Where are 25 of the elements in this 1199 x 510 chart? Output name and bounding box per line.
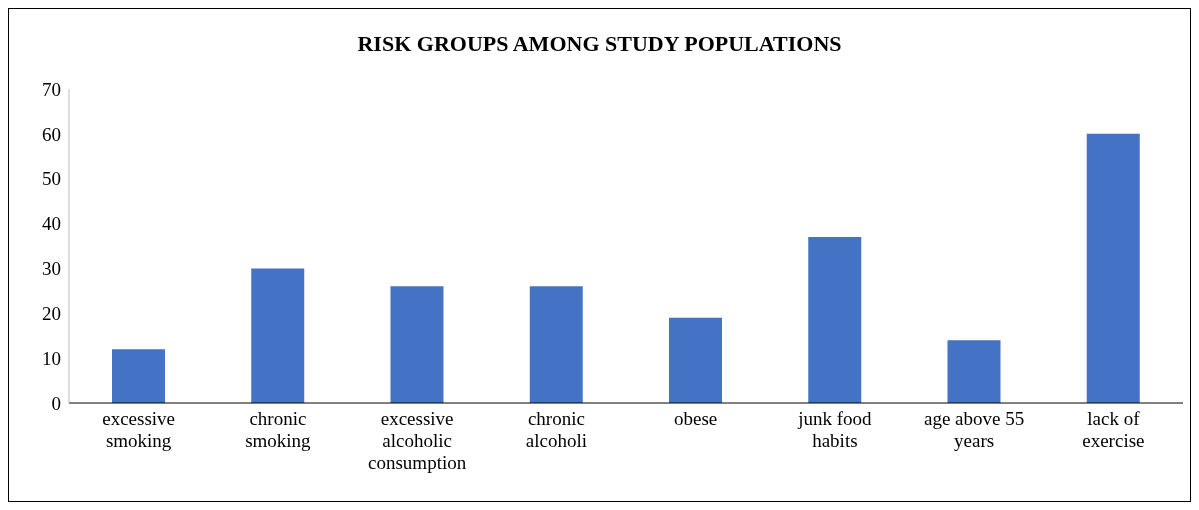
bar — [251, 268, 305, 403]
y-tick-label: 20 — [42, 303, 61, 325]
bar — [390, 286, 444, 403]
y-tick-label: 10 — [42, 347, 61, 369]
chart-title: RISK GROUPS AMONG STUDY POPULATIONS — [356, 31, 843, 57]
x-tick-label: junk food habits — [797, 408, 873, 451]
x-tick-label: lack of exercise — [1082, 408, 1145, 451]
y-tick-label: 0 — [51, 392, 61, 414]
y-tick-label: 50 — [42, 168, 61, 190]
y-tick-label: 70 — [42, 78, 61, 100]
x-tick-label: excessive smoking — [102, 408, 176, 451]
y-tick-label: 60 — [42, 123, 61, 145]
bar — [947, 340, 1001, 403]
bar — [669, 317, 722, 403]
bar — [112, 349, 165, 403]
x-tick-label: excessive alcoholic consumption — [368, 408, 467, 473]
bar — [529, 286, 583, 403]
y-tick-label: 40 — [42, 213, 61, 235]
bar — [1086, 133, 1140, 403]
y-tick-label: 30 — [42, 258, 61, 280]
x-tick-label: obese — [673, 408, 718, 429]
x-tick-label: chronic alcoholi — [525, 408, 587, 451]
x-tick-label: chronic smoking — [245, 408, 312, 451]
bar — [808, 237, 862, 403]
x-tick-label: age above 55 years — [924, 408, 1025, 451]
